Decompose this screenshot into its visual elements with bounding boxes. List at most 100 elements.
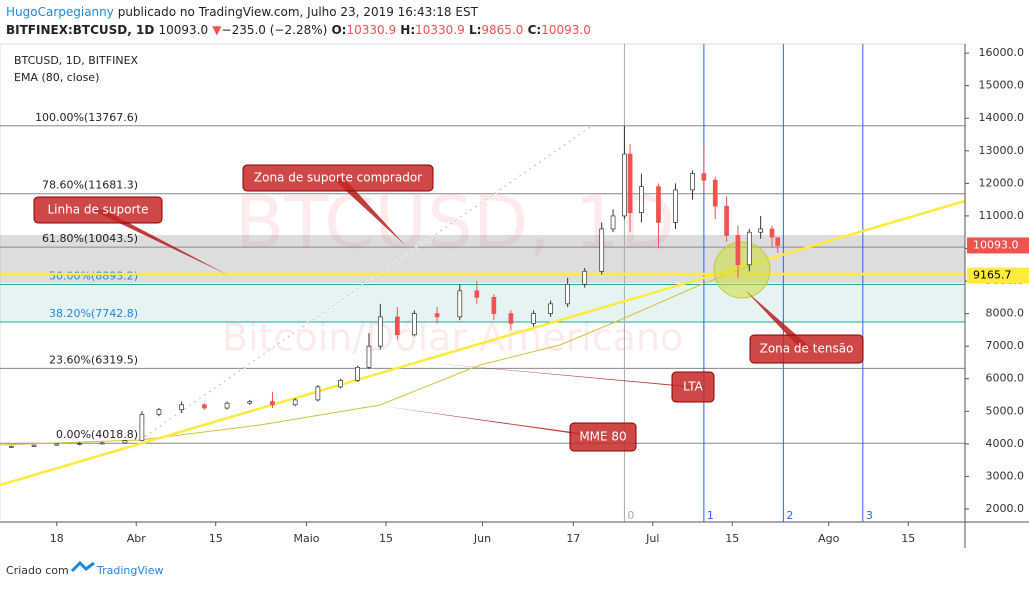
callout-text: Zona de suporte comprador xyxy=(254,171,422,185)
ema-line xyxy=(0,261,761,446)
candle-body xyxy=(769,228,775,238)
candle-body xyxy=(338,380,343,388)
h-label: H: xyxy=(400,23,415,37)
callout-box xyxy=(749,334,864,364)
candle-body xyxy=(531,313,536,324)
y-tick-label: 16000.0 xyxy=(979,46,1025,59)
fib-band xyxy=(0,235,965,284)
price-label: 9165.7 xyxy=(973,269,1012,282)
candle-body xyxy=(775,237,781,246)
o: 10330.9 xyxy=(346,23,396,37)
fib-label: 78.60%(11681.3) xyxy=(42,179,138,192)
symbol-line: BITFINEX:BTCUSD, 1D 10093.0 ▼−235.0 (−2.… xyxy=(6,23,591,37)
candle-body xyxy=(156,409,162,415)
y-tick-label: 3000.0 xyxy=(986,469,1025,482)
h: 10330.9 xyxy=(415,23,465,37)
y-tick-label: 5000.0 xyxy=(986,404,1025,417)
fib-label: 38.20%(7742.8) xyxy=(49,307,138,320)
callout-text: Linha de suporte xyxy=(47,203,148,217)
callout-box xyxy=(671,371,715,403)
o-label: O: xyxy=(331,23,346,37)
fib-label: 50.00%(8893.2) xyxy=(49,270,138,283)
candle-body xyxy=(701,173,707,181)
arrow: ▼ xyxy=(212,23,222,37)
x-tick-label: Abr xyxy=(127,532,147,545)
callout-pointer xyxy=(332,178,405,245)
published: publicado no TradingView.com, Julho 23, … xyxy=(118,5,479,19)
candle-body xyxy=(355,366,360,381)
x-tick-label: 15 xyxy=(901,532,915,545)
candle-body xyxy=(724,205,729,236)
callout-pointer xyxy=(420,362,699,387)
header-line: HugoCarpegianny publicado no TradingView… xyxy=(6,5,479,19)
x-tick-label: Jun xyxy=(473,532,491,545)
l: 9865.0 xyxy=(481,23,523,37)
y-tick-label: 8000.0 xyxy=(986,307,1025,320)
candle-body xyxy=(270,401,275,406)
callout-pointer xyxy=(92,210,228,275)
x-tick-label: 15 xyxy=(725,532,739,545)
candle-body xyxy=(434,313,440,318)
candle-body xyxy=(491,296,497,314)
callout-box xyxy=(33,196,163,224)
footer-brand[interactable]: TradingView xyxy=(96,564,163,577)
candle-body xyxy=(639,186,644,214)
candle-body xyxy=(247,401,253,404)
candle-body xyxy=(582,270,588,285)
candle-body xyxy=(656,186,661,223)
author: HugoCarpegianny xyxy=(6,5,114,19)
candle-body xyxy=(712,179,718,207)
candle-body xyxy=(565,283,570,305)
callout-pointer xyxy=(375,405,609,437)
logo xyxy=(70,560,95,573)
y-tick-label: 11000.0 xyxy=(979,209,1025,222)
candle-body xyxy=(610,215,616,230)
trend-line xyxy=(0,199,966,487)
x-tick-label: 17 xyxy=(566,532,580,545)
footer-text: Criado com xyxy=(6,564,69,577)
candle-body xyxy=(292,399,298,406)
plot-area xyxy=(0,43,966,523)
legend-series: BTCUSD, 1D, BITFINEX xyxy=(14,54,139,67)
callout-text: Zona de tensão xyxy=(760,342,854,356)
candle-body xyxy=(179,404,184,411)
y-tick-label: 4000.0 xyxy=(986,437,1025,450)
candle-body xyxy=(9,446,14,448)
candle-body xyxy=(508,313,514,324)
l-label: L: xyxy=(469,23,481,37)
x-tick-label: Jul xyxy=(645,532,659,545)
candle-body xyxy=(599,228,605,272)
y-tick-label: 2000.0 xyxy=(986,502,1025,515)
candle-body xyxy=(202,404,207,409)
candle-body xyxy=(99,442,105,445)
fib-label: 0.00%(4018.8) xyxy=(56,428,138,441)
candle-body xyxy=(457,290,463,318)
fib-band xyxy=(0,284,965,322)
candle-body xyxy=(622,153,627,217)
x-tick-label: 18 xyxy=(50,532,64,545)
candle-body xyxy=(377,316,383,347)
candle-body xyxy=(77,443,82,445)
x-tick-label: 15 xyxy=(209,532,223,545)
x-tick-label: 15 xyxy=(379,532,393,545)
candle-body xyxy=(139,414,145,441)
callout-pointer xyxy=(745,290,813,349)
dotted-line-shadow xyxy=(139,124,594,441)
symbol: BITFINEX:BTCUSD, 1D xyxy=(6,23,154,37)
candle-body xyxy=(122,440,128,444)
tension-circle xyxy=(713,241,771,299)
candle-body xyxy=(627,153,633,214)
y-tick-label: 7000.0 xyxy=(986,339,1025,352)
candle-body xyxy=(746,231,752,266)
candle-body xyxy=(412,313,417,336)
candle-body xyxy=(315,386,321,401)
y-tick-label: 12000.0 xyxy=(979,176,1025,189)
fib-label: 61.80%(10043.5) xyxy=(42,232,138,245)
x-tick-label: Ago xyxy=(818,532,840,545)
y-tick-label: 6000.0 xyxy=(986,372,1025,385)
c-label: C: xyxy=(528,23,542,37)
candle-body xyxy=(758,228,763,233)
price-label-box xyxy=(967,237,1029,254)
y-tick-label: 13000.0 xyxy=(979,144,1025,157)
